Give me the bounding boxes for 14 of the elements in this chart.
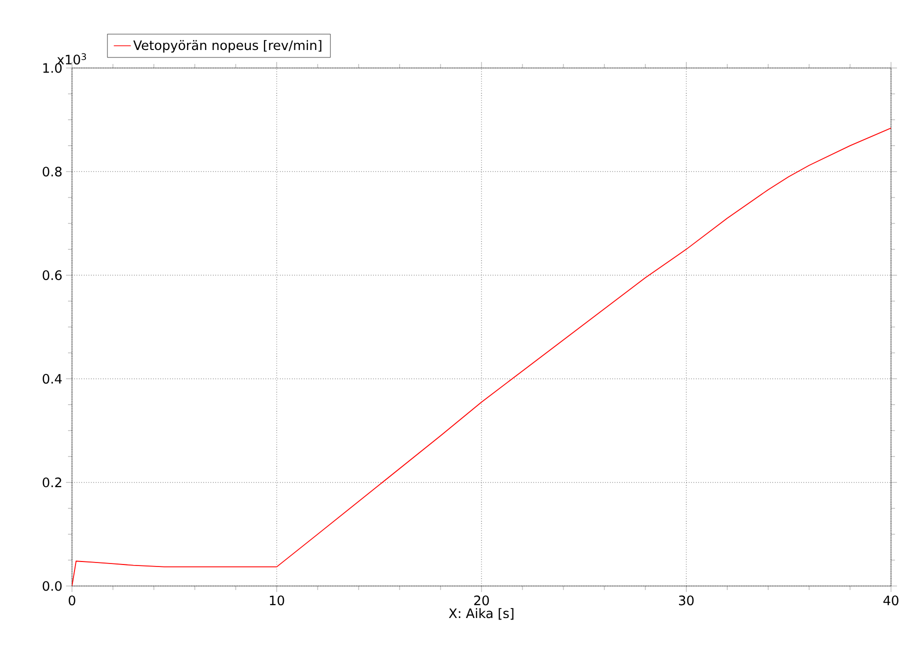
y-tick-label: 0.8: [42, 166, 62, 176]
x-tick-label: 10: [270, 596, 284, 606]
x-tick-label: 30: [679, 596, 694, 606]
y-tick-label: 0.6: [42, 270, 62, 280]
y-tick-label: 1.0: [43, 63, 62, 73]
y-tick-label: 0.0: [42, 581, 62, 591]
x-tick-label: 20: [474, 596, 489, 606]
y-axis-title: x10$^{3}$: [57, 53, 86, 64]
legend-label: Vetopyörän nopeus [rev/min]: [133, 40, 322, 53]
x-axis-title: X: Aika [s]: [448, 608, 514, 620]
x-tick-label: 40: [883, 596, 898, 606]
y-tick-label: 0.4: [42, 374, 62, 384]
y-tick-label: 0.2: [42, 478, 62, 488]
x-tick-label: 0: [68, 596, 76, 606]
